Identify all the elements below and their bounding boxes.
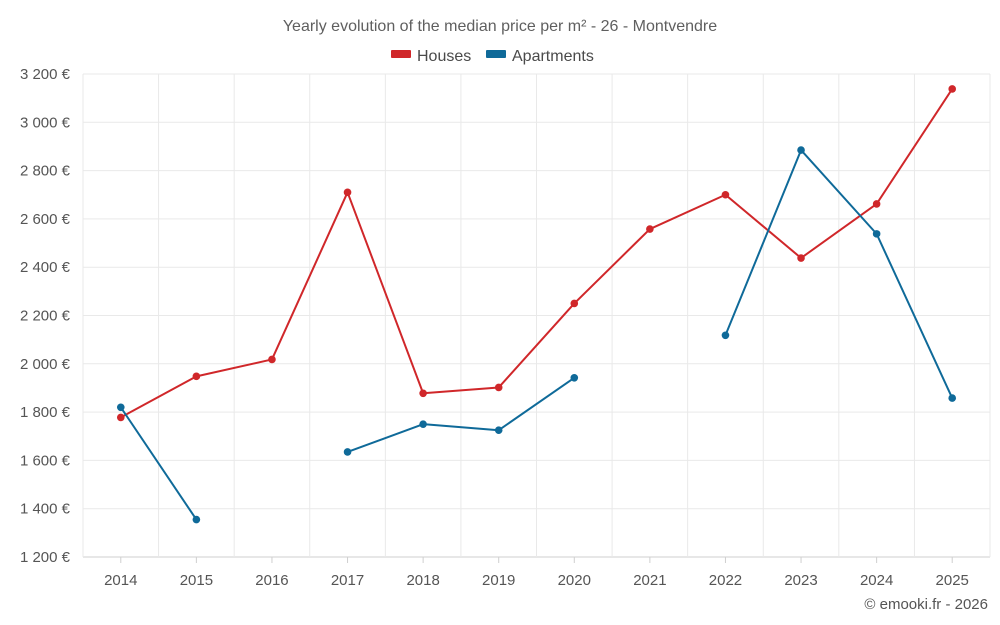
houses-point[interactable] [948, 85, 957, 93]
y-tick-label: 1 200 € [20, 549, 71, 566]
apartments-point[interactable] [343, 448, 352, 456]
x-tick-label: 2020 [558, 572, 591, 589]
apartments-point[interactable] [419, 420, 427, 428]
apartments-point[interactable] [872, 230, 881, 238]
houses-point[interactable] [570, 299, 579, 308]
legend-apartments-label[interactable]: Apartments [512, 48, 594, 65]
legend-apartments-swatch [486, 50, 506, 58]
y-tick-label: 1 600 € [20, 452, 71, 469]
x-tick-label: 2025 [936, 572, 969, 589]
x-tick-label: 2022 [709, 572, 742, 589]
credit-text: © emooki.fr - 2026 [864, 596, 988, 613]
houses-point[interactable] [268, 355, 276, 364]
x-axis-ticks: 2014 2015 2016 2017 2018 2019 2020 2021 2022 2023… [104, 572, 969, 589]
y-tick-label: 2 200 € [20, 308, 71, 325]
y-tick-label: 2 000 € [20, 356, 71, 373]
apartments-point[interactable] [116, 403, 125, 412]
legend-houses-swatch [391, 50, 411, 58]
y-tick-label: 1 400 € [20, 501, 71, 518]
series-points [116, 85, 957, 524]
x-tick-label: 2015 [180, 572, 213, 589]
houses-point[interactable] [116, 413, 125, 422]
houses-point[interactable] [797, 254, 805, 262]
apartments-line [724, 149, 954, 399]
apartments-point[interactable] [570, 374, 579, 382]
x-tick-label: 2016 [255, 572, 288, 589]
y-tick-label: 3 200 € [20, 66, 71, 83]
series-lines [119, 88, 954, 521]
apartments-point[interactable] [494, 426, 503, 435]
houses-point[interactable] [494, 383, 503, 392]
apartments-point[interactable] [948, 394, 957, 402]
y-tick-label: 3 000 € [20, 114, 71, 131]
y-tick-label: 2 800 € [20, 163, 71, 180]
apartments-point[interactable] [192, 515, 201, 524]
chart-title: Yearly evolution of the median price per… [283, 18, 717, 35]
legend-houses-label[interactable]: Houses [417, 48, 471, 65]
apartments-line [119, 406, 198, 521]
x-tick-label: 2023 [784, 572, 817, 589]
x-tick-label: 2017 [331, 572, 364, 589]
x-tick-label: 2021 [633, 572, 666, 589]
apartments-point[interactable] [721, 331, 730, 340]
y-tick-label: 2 400 € [20, 259, 71, 276]
houses-point[interactable] [646, 225, 654, 233]
houses-point[interactable] [872, 200, 881, 208]
houses-point[interactable] [419, 389, 427, 398]
x-gridlines [82, 74, 991, 563]
y-tick-label: 1 800 € [20, 404, 71, 421]
apartments-point[interactable] [797, 146, 805, 154]
apartments-line [347, 376, 575, 453]
x-tick-label: 2024 [860, 572, 893, 589]
x-tick-label: 2018 [406, 572, 439, 589]
x-tick-label: 2014 [104, 572, 137, 589]
y-tick-label: 2 600 € [20, 211, 71, 228]
houses-point[interactable] [343, 188, 352, 197]
legend: Houses Apartments [391, 48, 594, 65]
houses-line [120, 88, 954, 419]
houses-point[interactable] [721, 190, 730, 199]
y-axis-ticks: 1 200 € 1 400 € 1 600 € 1 800 € 2 000 € 2 200… [20, 66, 71, 566]
x-tick-label: 2019 [482, 572, 515, 589]
houses-point[interactable] [192, 372, 201, 381]
